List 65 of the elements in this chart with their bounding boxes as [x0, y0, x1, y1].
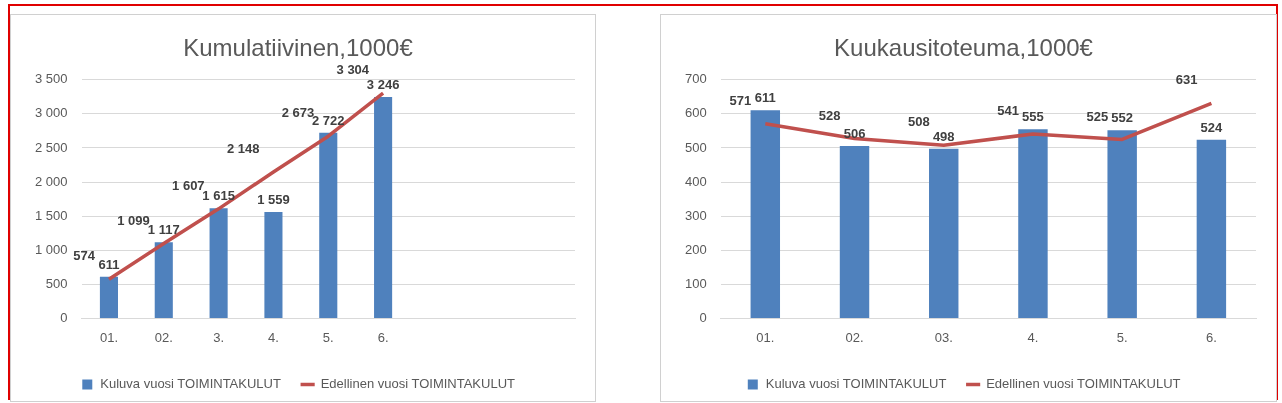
y-tick-label: 1 000: [34, 241, 68, 257]
y-tick-label: 100: [684, 275, 707, 291]
bar: [209, 208, 228, 318]
data-label: 524: [1200, 119, 1223, 135]
data-label: 574: [73, 248, 96, 264]
y-tick-label: 3 000: [34, 105, 68, 121]
y-tick-label: 300: [684, 207, 707, 223]
data-label: 611: [98, 256, 120, 272]
bar: [929, 148, 959, 318]
y-tick-label: 500: [684, 139, 707, 155]
legend-label: Kuluva vuosi TOIMINTAKULUT: [765, 376, 947, 392]
y-tick-label: 2 500: [34, 139, 68, 155]
chart-title: Kumulatiivinen,1000€: [183, 34, 414, 62]
x-tick-label: 4.: [268, 329, 279, 345]
data-label: 611: [754, 90, 776, 106]
data-label: 498: [932, 128, 955, 144]
x-tick-label: 5.: [322, 329, 334, 345]
bar: [319, 132, 338, 318]
x-tick-label: 03.: [934, 329, 953, 345]
bar: [1107, 130, 1137, 318]
y-tick-label: 2 000: [34, 173, 68, 189]
y-tick-label: 700: [684, 71, 707, 87]
x-tick-label: 5.: [1116, 329, 1128, 345]
data-label: 1 607: [172, 177, 205, 193]
y-tick-label: 0: [699, 309, 707, 325]
legend-label: Edellinen vuosi TOIMINTAKULUT: [986, 376, 1181, 392]
y-tick-label: 200: [684, 241, 707, 257]
bar: [99, 276, 118, 318]
legend-label: Kuluva vuosi TOIMINTAKULUT: [100, 376, 281, 392]
y-tick-label: 600: [684, 105, 707, 121]
bar: [1018, 129, 1048, 318]
data-label: 525: [1086, 108, 1109, 124]
data-label: 528: [818, 107, 841, 123]
data-label: 631: [1175, 72, 1198, 88]
data-label: 552: [1111, 110, 1134, 126]
bar: [839, 145, 870, 318]
y-tick-label: 1 500: [34, 207, 68, 223]
x-tick-label: 02.: [154, 329, 173, 345]
x-tick-label: 02.: [845, 329, 864, 345]
data-label: 555: [1022, 109, 1044, 125]
bar: [1196, 139, 1227, 318]
data-label: 1 615: [202, 188, 235, 204]
data-label: 3 246: [366, 77, 400, 93]
chart-title: Kuukausitoteuma,1000€: [834, 34, 1094, 62]
y-tick-label: 0: [60, 309, 68, 325]
data-label: 541: [997, 103, 1019, 119]
data-label: 3 304: [336, 62, 370, 78]
x-tick-label: 4.: [1027, 329, 1039, 345]
bar: [374, 97, 393, 318]
y-tick-label: 3 500: [34, 71, 68, 87]
x-tick-label: 6.: [377, 329, 389, 345]
bar: [154, 242, 173, 318]
y-tick-label: 500: [45, 275, 68, 291]
data-label: 571: [729, 92, 752, 108]
x-tick-label: 01.: [756, 329, 775, 345]
bar: [750, 110, 781, 318]
x-tick-label: 6.: [1205, 329, 1217, 345]
x-tick-label: 01.: [99, 329, 118, 345]
x-tick-label: 3.: [213, 329, 225, 345]
data-label: 508: [908, 114, 930, 130]
data-label: 2 148: [226, 141, 260, 157]
y-tick-label: 400: [684, 173, 707, 189]
bar: [264, 212, 283, 318]
data-label: 1 559: [257, 192, 290, 208]
legend-label: Edellinen vuosi TOIMINTAKULUT: [320, 376, 516, 392]
